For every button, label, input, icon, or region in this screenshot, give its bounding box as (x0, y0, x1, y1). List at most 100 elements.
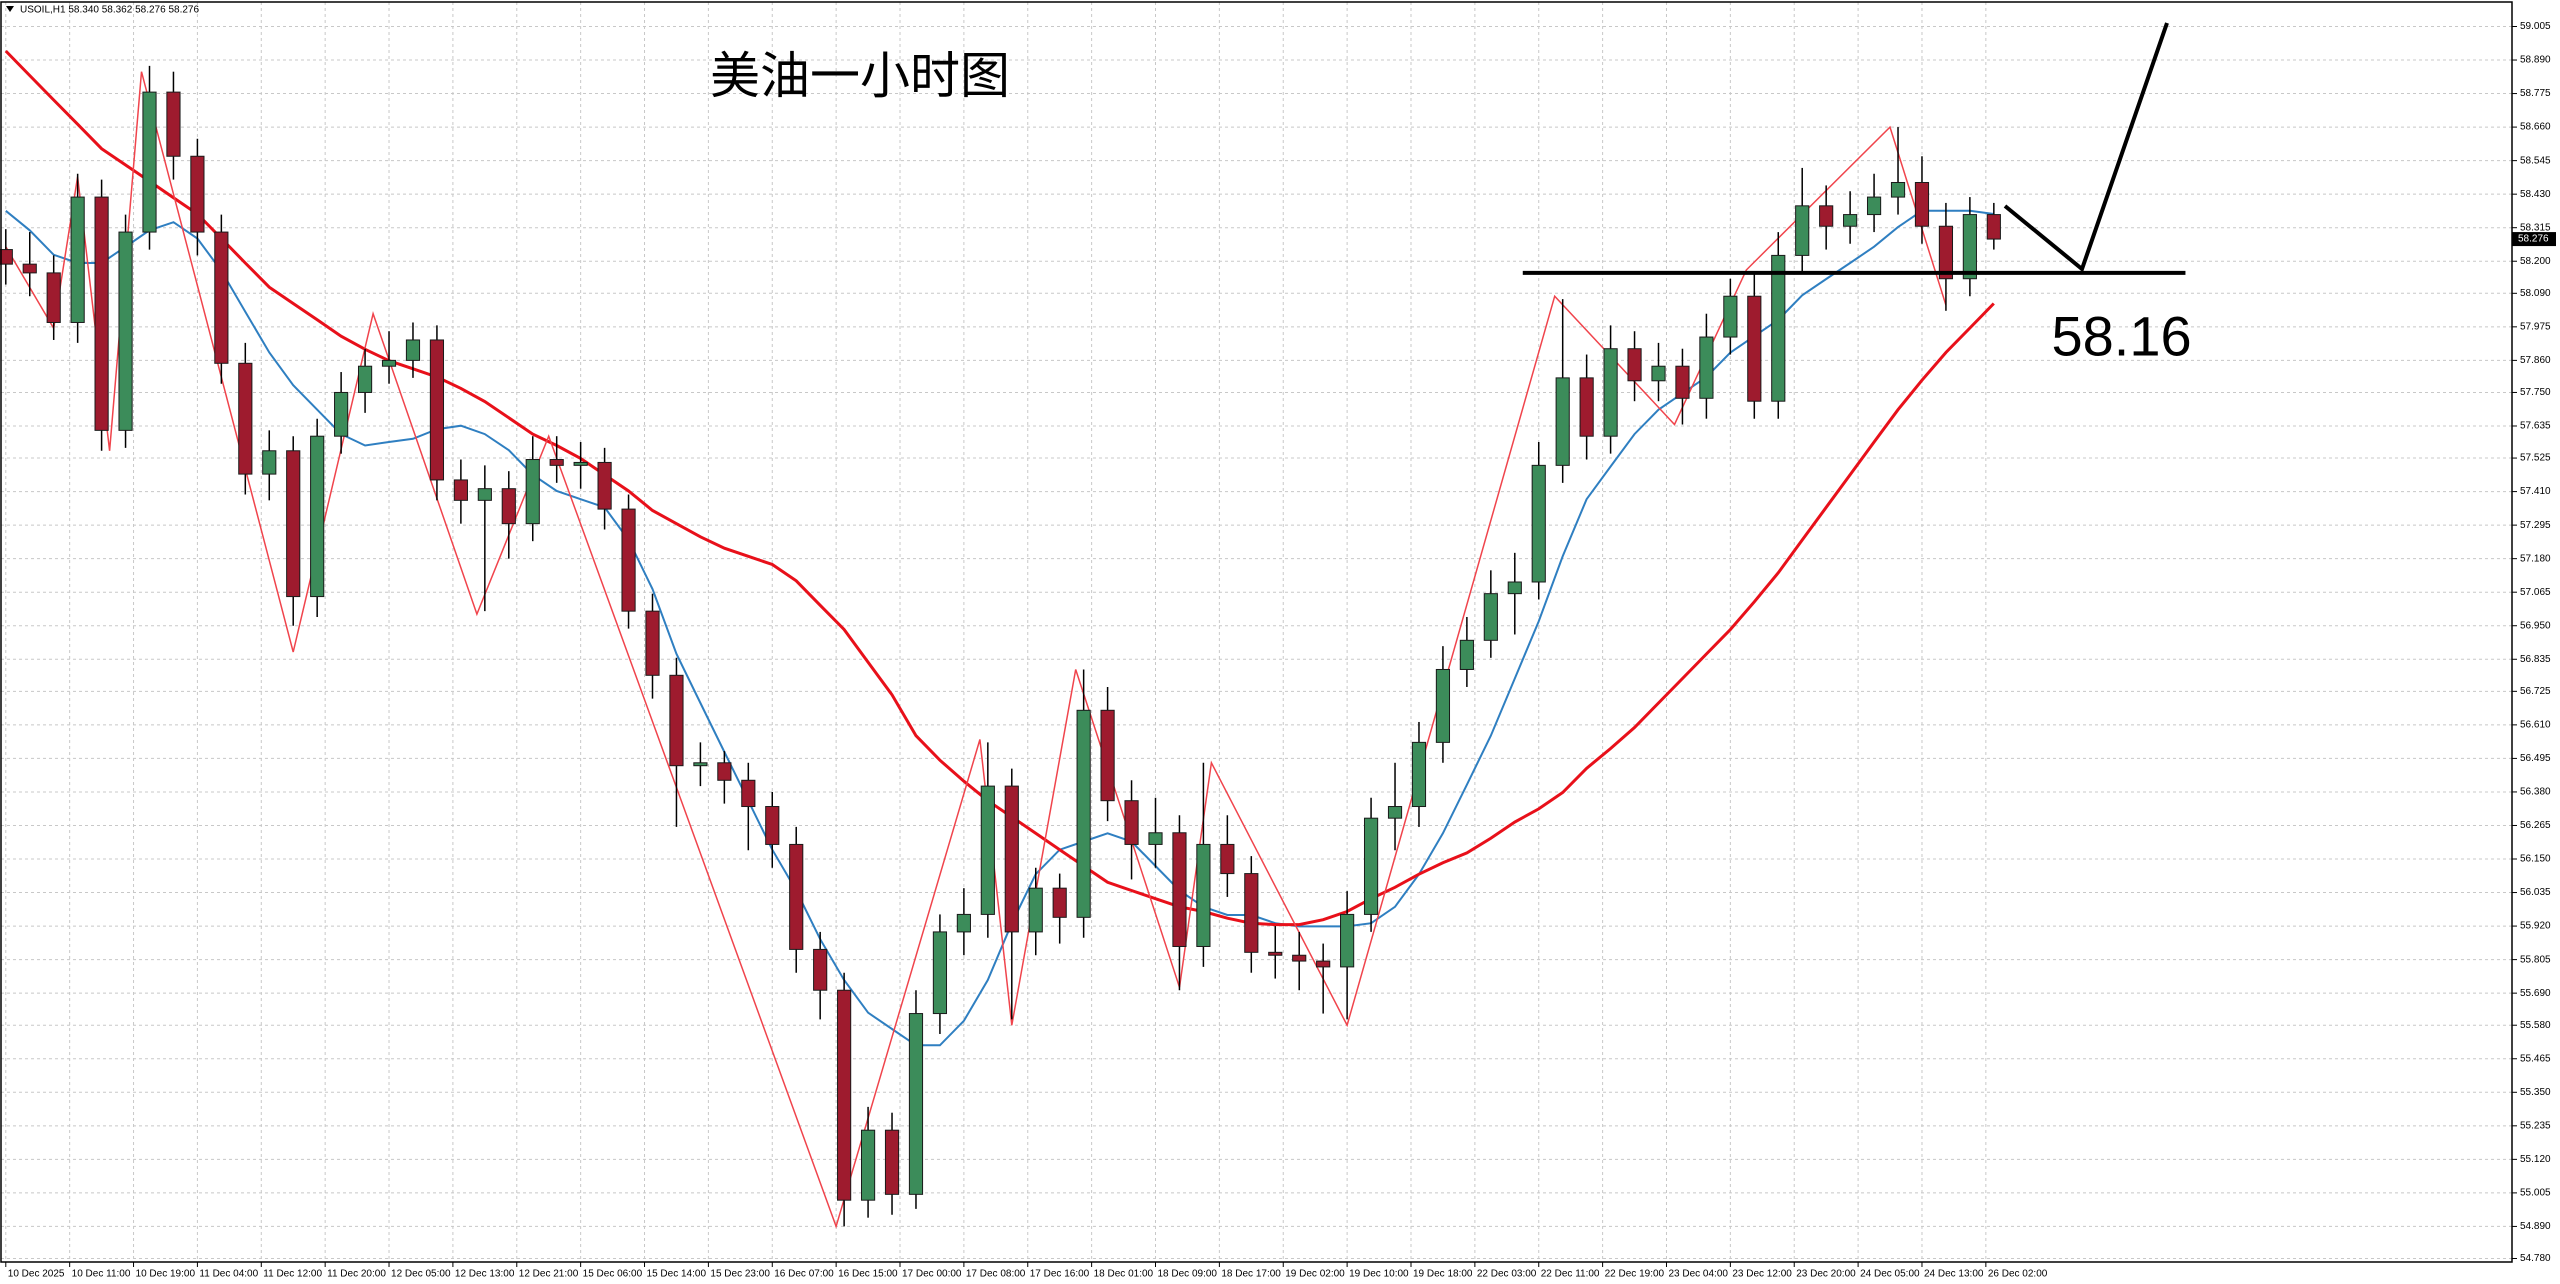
candle-body (1172, 832, 1187, 947)
x-tick-label: 12 Dec 05:00 (391, 1269, 451, 1280)
y-tick-label: 57.295 (2520, 520, 2551, 531)
candle-body (22, 263, 37, 274)
candle-body (1435, 668, 1451, 743)
candle-body (1411, 741, 1427, 808)
candle-body (214, 231, 229, 364)
y-tick-label: 58.090 (2520, 288, 2551, 299)
y-tick-label: 55.805 (2520, 954, 2551, 965)
candle-body (1004, 785, 1019, 933)
candle-body (1531, 464, 1546, 583)
candle-body (381, 359, 397, 367)
candle-body (1819, 205, 1834, 227)
candle-body (1220, 843, 1235, 875)
y-tick-label: 55.465 (2520, 1053, 2551, 1064)
y-tick-label: 57.410 (2520, 486, 2551, 497)
support-level-label: 58.16 (2052, 305, 2192, 368)
candle-body (1699, 336, 1714, 399)
y-tick-label: 54.780 (2520, 1253, 2551, 1264)
x-tick-label: 19 Dec 10:00 (1349, 1269, 1409, 1280)
candle-body (1890, 181, 1906, 198)
y-tick-label: 56.950 (2520, 620, 2551, 631)
marks: 58.16 (0, 49, 2192, 1229)
x-tick-label: 10 Dec 11:00 (72, 1269, 131, 1280)
candle-body (597, 461, 612, 510)
candle-body (860, 1129, 876, 1201)
candle-body (956, 913, 971, 933)
candle-body (789, 843, 804, 950)
y-tick-label: 55.350 (2520, 1087, 2551, 1098)
x-tick-label: 18 Dec 01:00 (1094, 1269, 1154, 1280)
menu-triangle (6, 6, 14, 12)
candle-body (1795, 205, 1810, 256)
candle-body (1651, 365, 1666, 382)
candle-body (1603, 348, 1618, 437)
candle-body (1387, 806, 1403, 819)
candle-body (1316, 960, 1331, 968)
candle-body (1244, 873, 1259, 953)
candle-body (693, 762, 708, 767)
y-tick-label: 57.525 (2520, 453, 2551, 464)
candle-body (405, 339, 421, 361)
candle-body (429, 339, 445, 481)
candle-body (142, 91, 157, 233)
candle-body (884, 1129, 900, 1195)
candle-body (1914, 181, 1930, 227)
x-tick-label: 17 Dec 16:00 (1030, 1269, 1090, 1280)
candle-body (70, 196, 85, 323)
y-tick-label: 55.235 (2520, 1120, 2551, 1131)
candle-body (1340, 913, 1355, 968)
candle-body (1292, 954, 1307, 962)
candle-body (501, 488, 516, 525)
x-tick-label: 23 Dec 12:00 (1732, 1269, 1792, 1280)
y-tick-label: 58.200 (2520, 256, 2551, 267)
x-tick-label: 24 Dec 13:00 (1924, 1269, 1984, 1280)
x-tick-label: 15 Dec 23:00 (710, 1269, 770, 1280)
candle-body (1076, 709, 1091, 918)
grid (1, 2, 2512, 1262)
candle-body (1268, 951, 1283, 956)
x-tick-label: 19 Dec 18:00 (1413, 1269, 1473, 1280)
candle-body (1627, 348, 1642, 382)
candle-body (94, 196, 109, 431)
candle-body (1052, 887, 1067, 918)
candle-body (357, 365, 373, 393)
candle-body (717, 762, 732, 781)
candle-body (262, 450, 277, 475)
x-tick-label: 26 Dec 02:00 (1988, 1269, 2048, 1280)
candle-body (1843, 214, 1858, 227)
x-tick-label: 15 Dec 14:00 (647, 1269, 707, 1280)
x-tick-label: 24 Dec 05:00 (1860, 1269, 1920, 1280)
candle-body (741, 779, 756, 808)
x-tick-label: 22 Dec 03:00 (1477, 1269, 1537, 1280)
y-tick-label: 56.035 (2520, 887, 2551, 898)
y-tick-label: 58.890 (2520, 55, 2551, 66)
x-tick-label: 15 Dec 06:00 (583, 1269, 643, 1280)
x-tick-label: 23 Dec 20:00 (1796, 1269, 1856, 1280)
x-tick-label: 11 Dec 20:00 (327, 1269, 386, 1280)
y-tick-label: 55.580 (2520, 1020, 2551, 1031)
y-tick-label: 57.065 (2520, 587, 2551, 598)
x-tick-label: 16 Dec 07:00 (774, 1269, 834, 1280)
candle-body (1675, 365, 1690, 399)
y-tick-label: 57.975 (2520, 321, 2551, 332)
x-tick-label: 12 Dec 21:00 (519, 1269, 579, 1280)
y-tick-label: 58.430 (2520, 189, 2551, 200)
candle-body (1124, 800, 1139, 845)
y-tick-label: 59.005 (2520, 21, 2551, 32)
y-tick-label: 58.315 (2520, 222, 2551, 233)
candle-body (1483, 593, 1498, 641)
x-tick-label: 11 Dec 04:00 (199, 1269, 258, 1280)
y-tick-label: 56.835 (2520, 654, 2551, 665)
candle-body (765, 806, 780, 845)
y-tick-label: 56.265 (2520, 820, 2551, 831)
candle-body (549, 459, 564, 466)
chart-header: USOIL,H1 58.340 58.362 58.276 58.276 (20, 5, 199, 16)
candle-body (645, 610, 660, 676)
candle-body (1196, 843, 1211, 947)
x-tick-label: 23 Dec 04:00 (1668, 1269, 1728, 1280)
y-tick-label: 58.545 (2520, 155, 2551, 166)
candle-body (1100, 709, 1115, 802)
candle-body (813, 948, 828, 991)
candle-body (1148, 832, 1163, 845)
